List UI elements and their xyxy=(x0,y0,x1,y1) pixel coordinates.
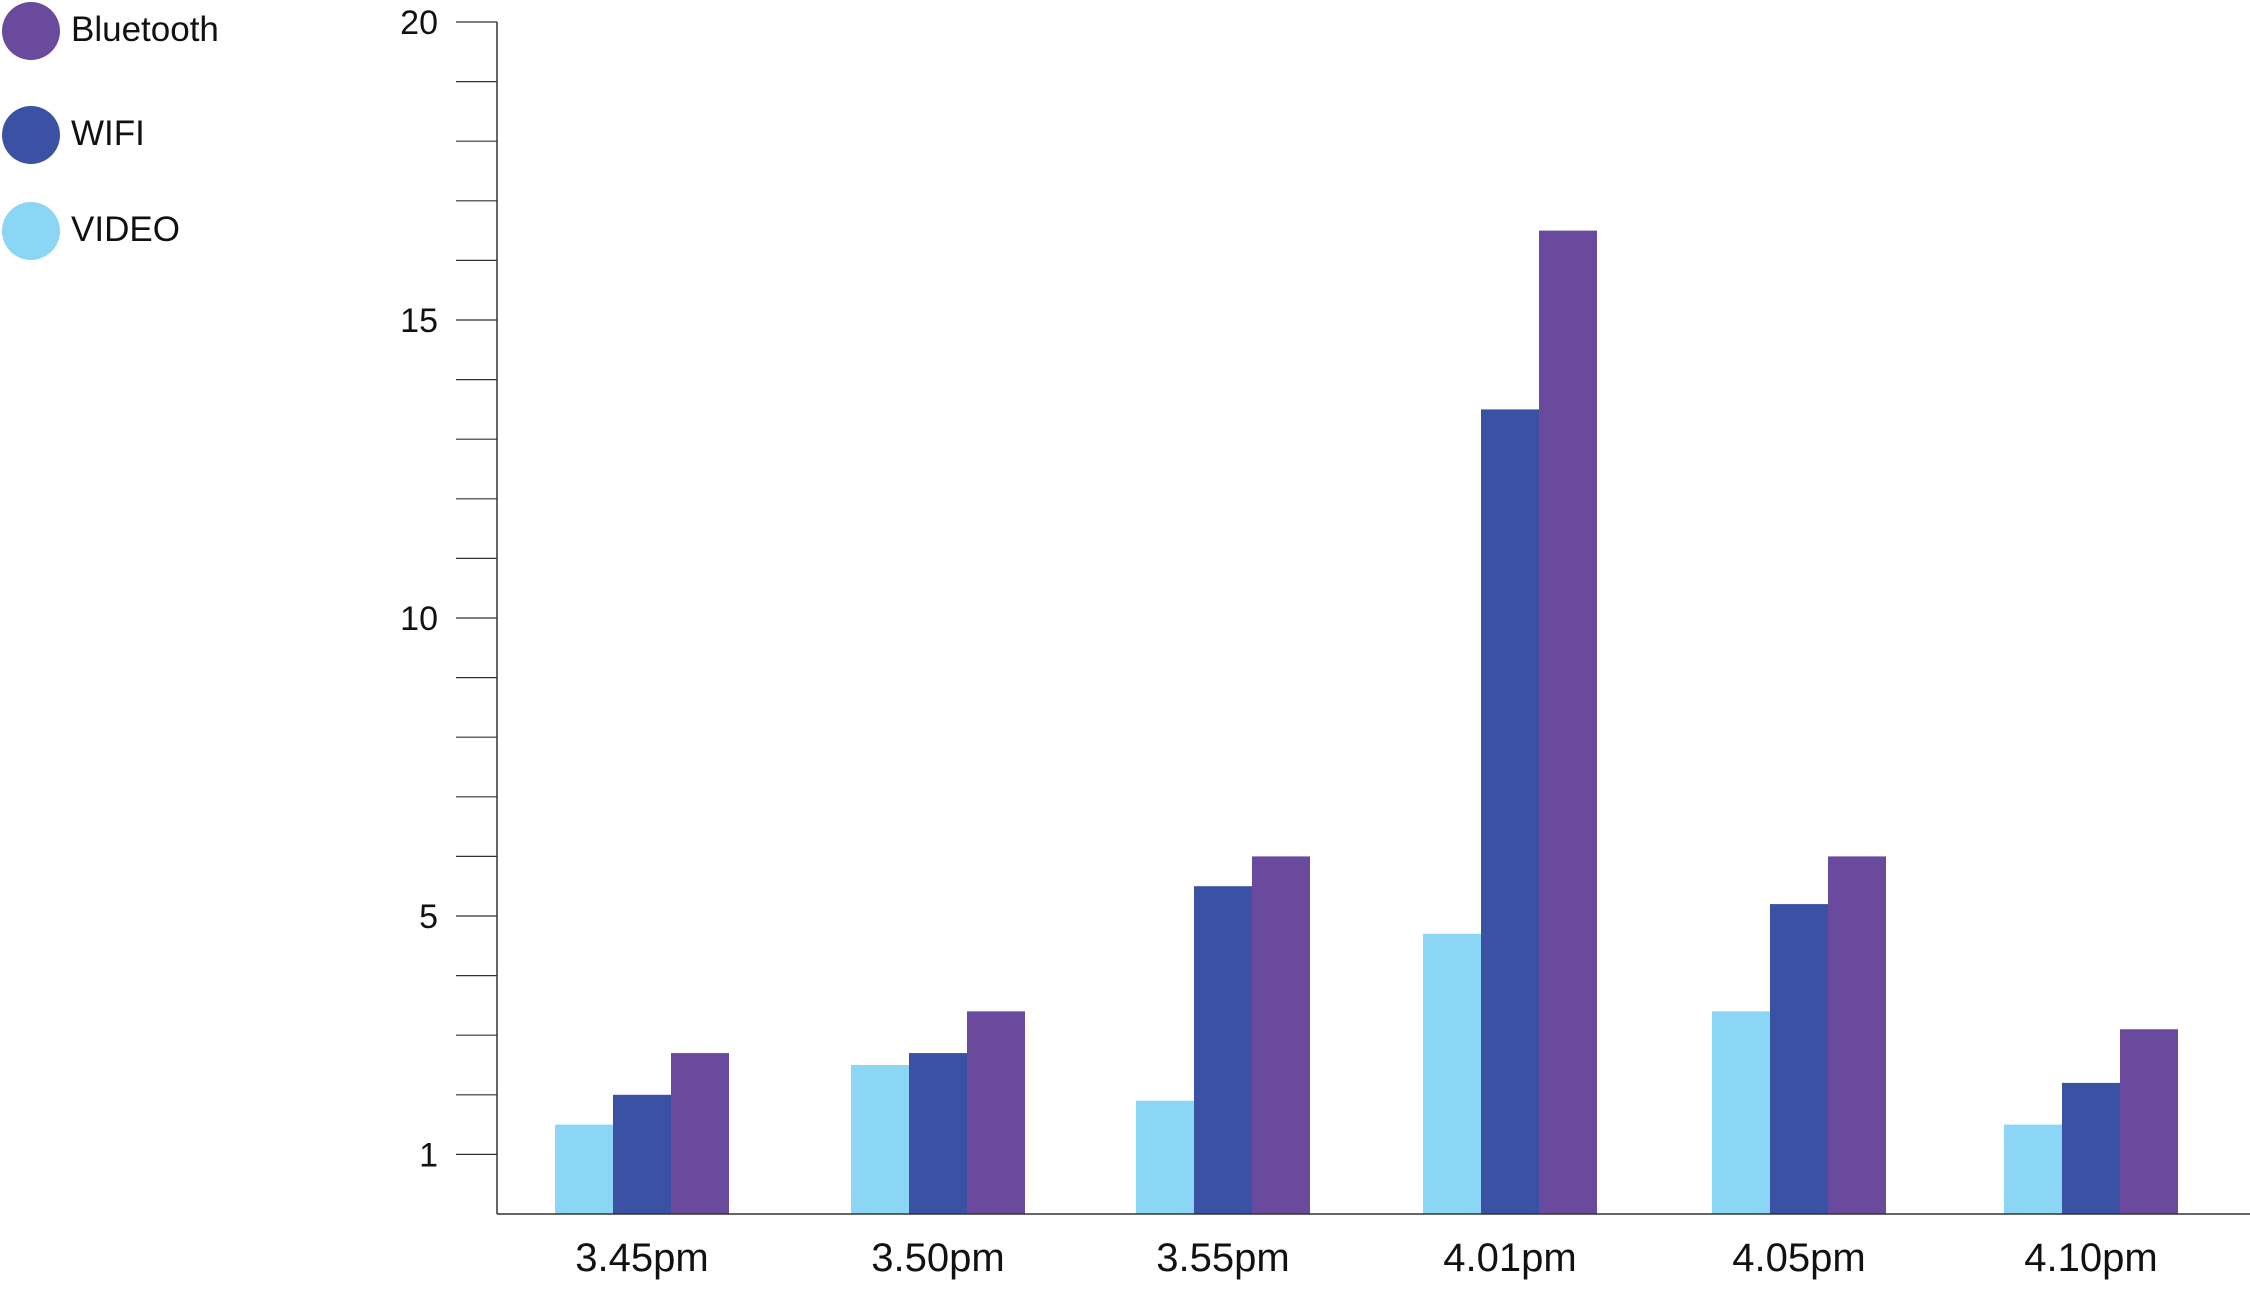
bar-bluetooth-4-01pm xyxy=(1539,230,1597,1215)
bar-bluetooth-3-45pm xyxy=(671,1053,729,1214)
x-tick-label-3-50pm: 3.50pm xyxy=(871,1236,1004,1280)
bar-bluetooth-4-05pm xyxy=(1828,856,1886,1214)
bar-wifi-3-45pm xyxy=(613,1094,671,1214)
x-tick-label-3-55pm: 3.55pm xyxy=(1156,1236,1289,1280)
bars-layer xyxy=(555,230,2178,1215)
y-tick-label-20: 20 xyxy=(400,4,438,42)
bar-wifi-4-10pm xyxy=(2062,1082,2120,1214)
legend-label-bluetooth: Bluetooth xyxy=(71,10,219,49)
bar-video-4-10pm xyxy=(2004,1124,2062,1214)
legend-label-wifi: WIFI xyxy=(71,114,145,153)
bar-bluetooth-3-50pm xyxy=(967,1011,1025,1214)
bar-video-3-45pm xyxy=(555,1124,613,1214)
legend-item-wifi: WIFI xyxy=(2,106,322,164)
x-tick-label-4-01pm: 4.01pm xyxy=(1443,1236,1576,1280)
bar-wifi-4-01pm xyxy=(1481,409,1539,1214)
bar-wifi-3-55pm xyxy=(1194,886,1252,1214)
bar-bluetooth-3-55pm xyxy=(1252,856,1310,1214)
bar-bluetooth-4-10pm xyxy=(2120,1029,2178,1214)
bar-wifi-3-50pm xyxy=(909,1053,967,1214)
bar-video-3-50pm xyxy=(851,1065,909,1214)
y-tick-label-10: 10 xyxy=(400,600,438,638)
legend-swatch-video xyxy=(2,202,60,260)
axis-layer xyxy=(456,21,2250,1215)
bar-video-3-55pm xyxy=(1136,1100,1194,1214)
bar-video-4-01pm xyxy=(1423,933,1481,1214)
y-tick-label-5: 5 xyxy=(419,898,438,936)
legend-item-video: VIDEO xyxy=(2,202,322,260)
x-tick-label-3-45pm: 3.45pm xyxy=(575,1236,708,1280)
legend-label-video: VIDEO xyxy=(71,210,180,249)
y-tick-label-1: 1 xyxy=(419,1136,438,1174)
bar-video-4-05pm xyxy=(1712,1011,1770,1214)
bar-wifi-4-05pm xyxy=(1770,904,1828,1214)
legend-swatch-bluetooth xyxy=(2,2,60,60)
x-tick-label-4-05pm: 4.05pm xyxy=(1732,1236,1865,1280)
x-tick-label-4-10pm: 4.10pm xyxy=(2024,1236,2157,1280)
legend-item-bluetooth: Bluetooth xyxy=(2,2,322,60)
y-tick-label-15: 15 xyxy=(400,302,438,340)
legend-swatch-wifi xyxy=(2,106,60,164)
